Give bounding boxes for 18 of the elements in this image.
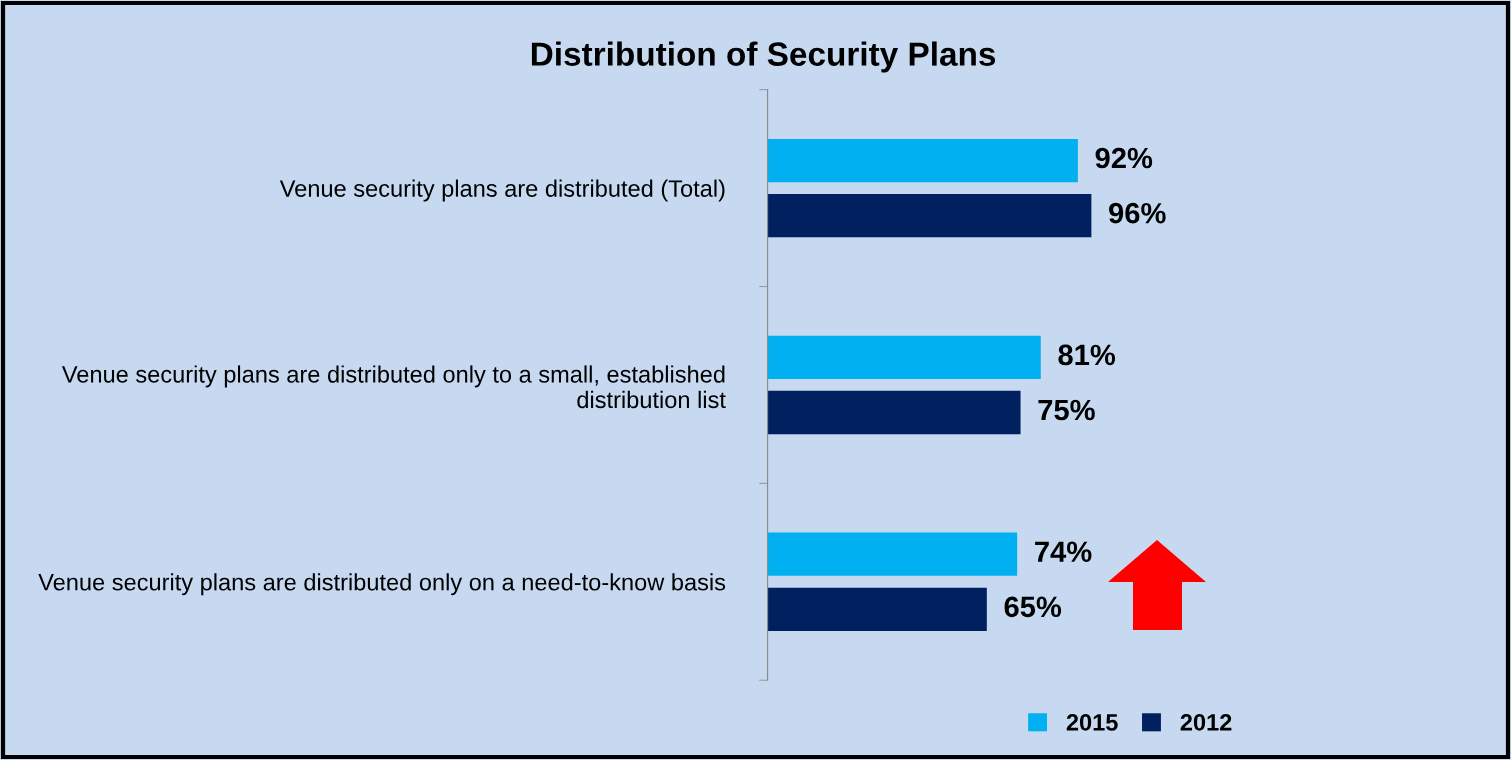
legend-label: 2015	[1066, 714, 1118, 731]
data-label: 74%	[1035, 541, 1092, 562]
y-tick-label: Venue security plans are distributed (Total)	[279, 179, 725, 202]
y-tick-label: Venue security plans are distributed only on a need-to-know basis	[38, 573, 726, 596]
bar	[767, 390, 1021, 435]
bar	[767, 138, 1078, 183]
data-label: 75%	[1038, 399, 1095, 421]
chart-title: Distribution of Security Plans	[531, 41, 996, 73]
bar	[767, 335, 1041, 380]
data-label: 81%	[1058, 344, 1116, 366]
bar	[767, 587, 987, 631]
bar	[767, 194, 1092, 238]
y-tick-label: Venue security plans are distributed only to a small, established distribution list	[61, 365, 726, 409]
bar	[767, 532, 1018, 576]
data-label: 65%	[1004, 596, 1062, 618]
legend-label: 2012	[1180, 714, 1232, 731]
data-label: 92%	[1095, 147, 1153, 169]
data-label: 96%	[1109, 202, 1166, 224]
